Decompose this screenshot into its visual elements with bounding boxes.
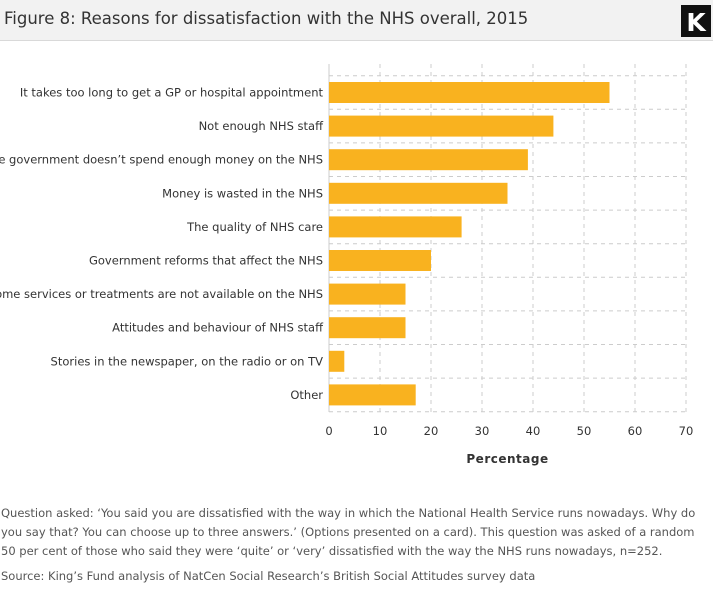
category-label-2: The government doesn’t spend enough mone… bbox=[0, 153, 323, 167]
logo-letter: K bbox=[686, 8, 707, 37]
source-note: Source: King’s Fund analysis of NatCen S… bbox=[1, 569, 536, 583]
x-tick-label-60: 60 bbox=[628, 424, 643, 438]
x-tick-label-10: 10 bbox=[373, 424, 388, 438]
bar-4 bbox=[329, 216, 462, 238]
bar-chart: It takes too long to get a GP or hospita… bbox=[0, 64, 693, 466]
bar-0 bbox=[329, 82, 610, 103]
question-note: Question asked: ‘You said you are dissat… bbox=[1, 506, 696, 558]
x-tick-label-20: 20 bbox=[424, 424, 439, 438]
bar-6 bbox=[329, 283, 406, 305]
category-label-4: The quality of NHS care bbox=[186, 220, 323, 234]
category-labels: It takes too long to get a GP or hospita… bbox=[0, 86, 324, 402]
k-logo-icon: K bbox=[686, 8, 707, 37]
x-tick-label-30: 30 bbox=[475, 424, 490, 438]
x-tick-label-0: 0 bbox=[325, 424, 332, 438]
bar-7 bbox=[329, 317, 406, 339]
bar-5 bbox=[329, 250, 431, 271]
category-label-8: Stories in the newspaper, on the radio o… bbox=[51, 354, 324, 368]
gridlines bbox=[328, 64, 687, 413]
x-axis-title: Percentage bbox=[466, 452, 548, 466]
bar-3 bbox=[329, 182, 508, 204]
category-label-6: Some services or treatments are not avai… bbox=[0, 287, 323, 301]
category-label-0: It takes too long to get a GP or hospita… bbox=[20, 86, 324, 100]
figure-header: Figure 8: Reasons for dissatisfaction wi… bbox=[0, 0, 713, 41]
bar-1 bbox=[329, 115, 554, 137]
category-label-9: Other bbox=[290, 388, 323, 402]
bar-2 bbox=[329, 149, 528, 171]
x-tick-label-70: 70 bbox=[679, 424, 694, 438]
kings-fund-logo: K bbox=[681, 5, 711, 37]
x-tick-label-40: 40 bbox=[526, 424, 541, 438]
x-axis-ticks: 0 10 20 30 40 50 60 70 bbox=[325, 424, 693, 438]
category-label-3: Money is wasted in the NHS bbox=[162, 186, 323, 200]
category-label-5: Government reforms that affect the NHS bbox=[89, 254, 323, 268]
bar-9 bbox=[329, 384, 416, 406]
bar-8 bbox=[329, 350, 345, 372]
x-tick-label-50: 50 bbox=[577, 424, 592, 438]
category-label-1: Not enough NHS staff bbox=[199, 119, 324, 133]
category-label-7: Attitudes and behaviour of NHS staff bbox=[112, 321, 324, 335]
figure-title: Figure 8: Reasons for dissatisfaction wi… bbox=[4, 9, 529, 28]
bars bbox=[329, 82, 610, 406]
